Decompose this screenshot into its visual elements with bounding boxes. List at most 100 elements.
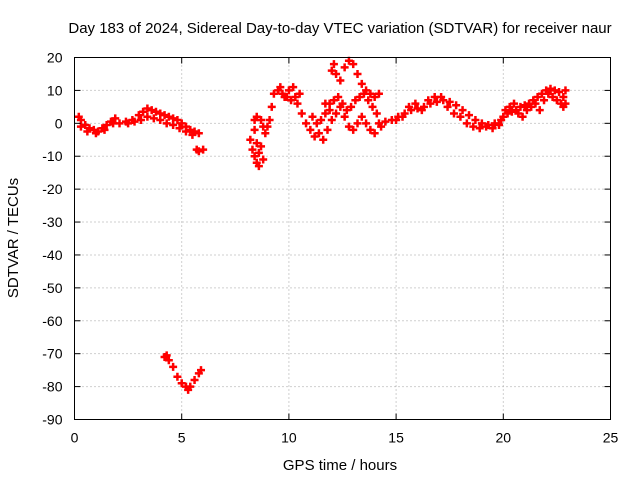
data-point [252,139,261,148]
y-tick-label: -30 [42,214,62,230]
data-point [501,106,510,115]
data-point [477,119,486,128]
data-point [196,366,205,375]
data-point [340,112,349,121]
data-point [199,145,208,154]
y-tick-label: -10 [42,148,62,164]
data-point [254,162,263,171]
data-point [295,89,304,98]
data-point [102,120,111,129]
data-points [74,56,570,394]
data-point [550,86,559,95]
data-point [471,116,480,125]
data-point [160,111,169,120]
data-point [355,92,364,101]
x-tick-label: 15 [388,430,404,446]
data-point [507,107,516,116]
data-point [329,96,338,105]
data-point [404,102,413,111]
data-point [527,102,536,111]
data-point [317,116,326,125]
data-point [190,376,199,385]
data-point [368,102,377,111]
data-point [284,86,293,95]
data-point [533,92,542,101]
data-point [297,109,306,118]
data-point [151,107,160,116]
data-point [370,129,379,138]
data-point [136,116,145,125]
data-point [130,117,139,126]
data-point [475,124,484,133]
data-point [456,112,465,121]
data-point [366,89,375,98]
data-point [548,92,557,101]
data-point [520,101,529,110]
data-point [392,116,401,125]
data-point [302,119,311,128]
data-point [353,119,362,128]
data-point [332,109,341,118]
data-point [449,109,458,118]
data-point [535,106,544,115]
data-point [76,122,85,131]
data-point [349,125,358,134]
data-point [327,66,336,75]
data-point [362,86,371,95]
data-point [417,106,426,115]
data-point [559,92,568,101]
data-point [169,120,178,129]
x-tick-label: 25 [603,430,619,446]
data-point [162,351,171,360]
data-point [177,119,186,128]
data-point [310,132,319,141]
data-point [334,92,343,101]
data-point [561,86,570,95]
data-point [149,114,158,123]
data-point [181,127,190,136]
data-point [445,97,454,106]
data-point [505,102,514,111]
data-point [338,99,347,108]
data-point [488,124,497,133]
data-point [194,147,203,156]
data-point [257,142,266,151]
data-point [175,124,184,133]
data-point [321,99,330,108]
data-point [336,76,345,85]
data-point [514,109,523,118]
data-point [308,112,317,121]
data-point [250,125,259,134]
y-tick-label: -20 [42,181,62,197]
data-point [312,119,321,128]
data-point [510,99,519,108]
data-point [353,69,362,78]
data-point [344,122,353,131]
y-tick-label: -70 [42,346,62,362]
x-tick-label: 0 [71,430,79,446]
data-point [186,125,195,134]
data-point [452,101,461,110]
data-point [293,99,302,108]
data-point [540,96,549,105]
data-point [516,102,525,111]
data-point [321,109,330,118]
data-point [552,96,561,105]
data-point [143,104,152,113]
data-point [250,152,259,161]
data-point [261,129,270,138]
data-point [263,122,272,131]
data-point [164,112,173,121]
data-point [111,114,120,123]
y-tick-label: 10 [47,82,63,98]
data-point [347,102,356,111]
data-point [83,127,92,136]
data-point [413,104,422,113]
data-point [357,112,366,121]
y-tick-label: -80 [42,379,62,395]
data-point [370,92,379,101]
data-point [252,112,261,121]
data-point [362,119,371,128]
